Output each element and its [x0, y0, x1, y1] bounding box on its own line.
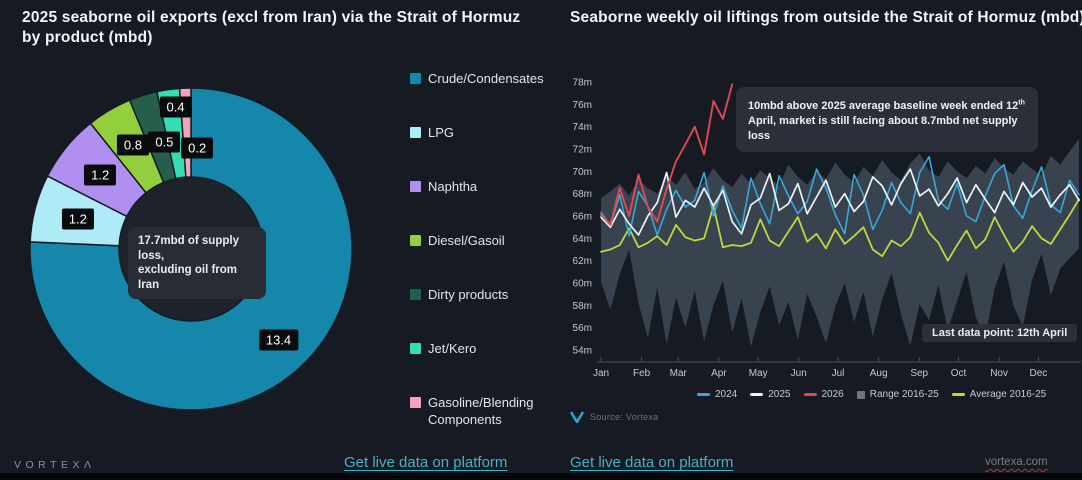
legend-item-diesel-gasoil[interactable]: Diesel/Gasoil [410, 232, 550, 249]
legend-item-crude-condensates[interactable]: Crude/Condensates [410, 70, 550, 87]
x-axis-label: Aug [870, 368, 888, 379]
legend-label: Gasoline/Blending Components [428, 395, 534, 427]
annotation-line2: April, market is still facing about 8.7m… [748, 114, 1018, 142]
legend-item-naphtha[interactable]: Naphtha [410, 178, 550, 195]
right-chart-title: Seaborne weekly oil liftings from outsid… [570, 9, 1082, 26]
legend-label: 2024 [715, 389, 738, 400]
x-axis-label: Jun [791, 368, 807, 379]
legend-swatch [410, 181, 421, 192]
legend-item-dirty-products[interactable]: Dirty products [410, 286, 550, 303]
legend-item-2024[interactable]: 2024 [697, 389, 737, 400]
legend-swatch [410, 289, 421, 300]
legend-label: Dirty products [428, 287, 509, 302]
donut-center-note: 17.7mbd of supply loss, excluding oil fr… [128, 227, 266, 299]
x-axis-label: Feb [633, 368, 651, 379]
get-live-data-link-left[interactable]: Get live data on platform [344, 454, 508, 471]
y-axis-tick: 66m [573, 212, 592, 223]
y-axis-tick: 76m [573, 100, 592, 111]
legend-label: 2025 [768, 389, 791, 400]
legend-label: Crude/Condensates [428, 71, 544, 86]
x-axis-label: Nov [990, 368, 1008, 379]
legend-label: Jet/Kero [428, 341, 477, 356]
legend-swatch [410, 235, 421, 246]
legend-label: Naphtha [428, 179, 478, 194]
x-axis-label: Sep [910, 368, 928, 379]
vortexa-wordmark: VORTEXΛ [14, 459, 96, 471]
slice-value-label: 1.2 [61, 208, 94, 230]
y-axis-tick: 54m [573, 346, 592, 357]
legend-swatch [410, 73, 421, 84]
legend-label: Range 2016-25 [869, 389, 939, 400]
vortexa-com-link[interactable]: vortexa.com [985, 456, 1048, 468]
legend-swatch [410, 127, 421, 138]
last-data-point-badge: Last data point: 12th April [922, 324, 1078, 342]
legend-item-2026[interactable]: 2026 [803, 389, 844, 400]
source-label: Source: Vortexa [590, 412, 659, 422]
x-axis-label: May [749, 368, 768, 379]
series-line-average-2016-25 [600, 198, 1080, 262]
y-axis-tick: 64m [573, 234, 592, 245]
x-axis-label: Mar [670, 368, 688, 379]
y-axis-tick: 62m [573, 256, 592, 267]
y-axis-tick: 58m [573, 301, 592, 312]
bottom-bar [0, 473, 1082, 480]
y-axis-tick: 74m [573, 122, 592, 133]
legend-item-2025[interactable]: 2025 [750, 389, 791, 400]
source-row: Source: Vortexa [570, 411, 659, 423]
series-line-2024 [600, 156, 1080, 237]
legend-swatch [951, 393, 965, 396]
left-chart-title: 2025 seaborne oil exports (excl from Ira… [22, 9, 521, 46]
legend-item-range-2016-25[interactable]: Range 2016-25 [856, 389, 939, 400]
vortexa-v-icon [570, 411, 584, 423]
legend-swatch [803, 393, 817, 396]
legend-label: LPG [428, 125, 455, 140]
x-axis-label: Apr [711, 368, 727, 379]
annotation-line1: 10mbd above 2025 average baseline week e… [748, 99, 1025, 112]
line-chart-legend: 2024 2025 2026 Range 2016-25 Average 2016-25 [697, 389, 1046, 400]
x-axis-label: Jul [832, 368, 845, 379]
legend-label: Diesel/Gasoil [428, 233, 505, 248]
legend-swatch [410, 343, 421, 354]
legend-swatch [750, 393, 764, 396]
slice-value-label: 0.2 [181, 137, 214, 159]
y-axis-tick: 72m [573, 145, 592, 156]
slice-value-label: 0.4 [159, 96, 192, 118]
legend-item-average-2016-25[interactable]: Average 2016-25 [951, 389, 1047, 400]
slice-value-label: 1.2 [84, 164, 117, 186]
y-axis-tick: 78m [573, 78, 592, 89]
chart-annotation: 10mbd above 2025 average baseline week e… [736, 87, 1038, 152]
slice-value-label: 13.4 [258, 329, 299, 351]
legend-item-gasoline-blending-components[interactable]: Gasoline/Blending Components [410, 394, 550, 428]
legend-swatch [410, 397, 421, 408]
series-line-2026 [600, 83, 734, 226]
y-axis-tick: 56m [573, 323, 592, 334]
x-axis-label: Oct [951, 368, 967, 379]
slice-value-label: 0.5 [148, 131, 181, 153]
y-axis-tick: 68m [573, 189, 592, 200]
x-axis-label: Dec [1030, 368, 1048, 379]
slice-value-label: 0.8 [116, 134, 149, 156]
legend-item-lpg[interactable]: LPG [410, 124, 550, 141]
y-axis-tick: 70m [573, 167, 592, 178]
weekly-liftings-chart: 78m76m74m72m70m68m66m64m62m60m58m56m54mJ… [573, 78, 1081, 379]
legend-swatch [697, 393, 710, 396]
x-axis-label: Jan [593, 368, 609, 379]
series-line-2025 [600, 168, 1080, 236]
y-axis-tick: 60m [573, 279, 592, 290]
legend-item-jet-kero[interactable]: Jet/Kero [410, 340, 550, 357]
legend-label: Average 2016-25 [969, 389, 1047, 400]
legend-label: 2026 [821, 389, 844, 400]
legend-swatch [856, 390, 865, 399]
get-live-data-link-right[interactable]: Get live data on platform [570, 454, 734, 471]
